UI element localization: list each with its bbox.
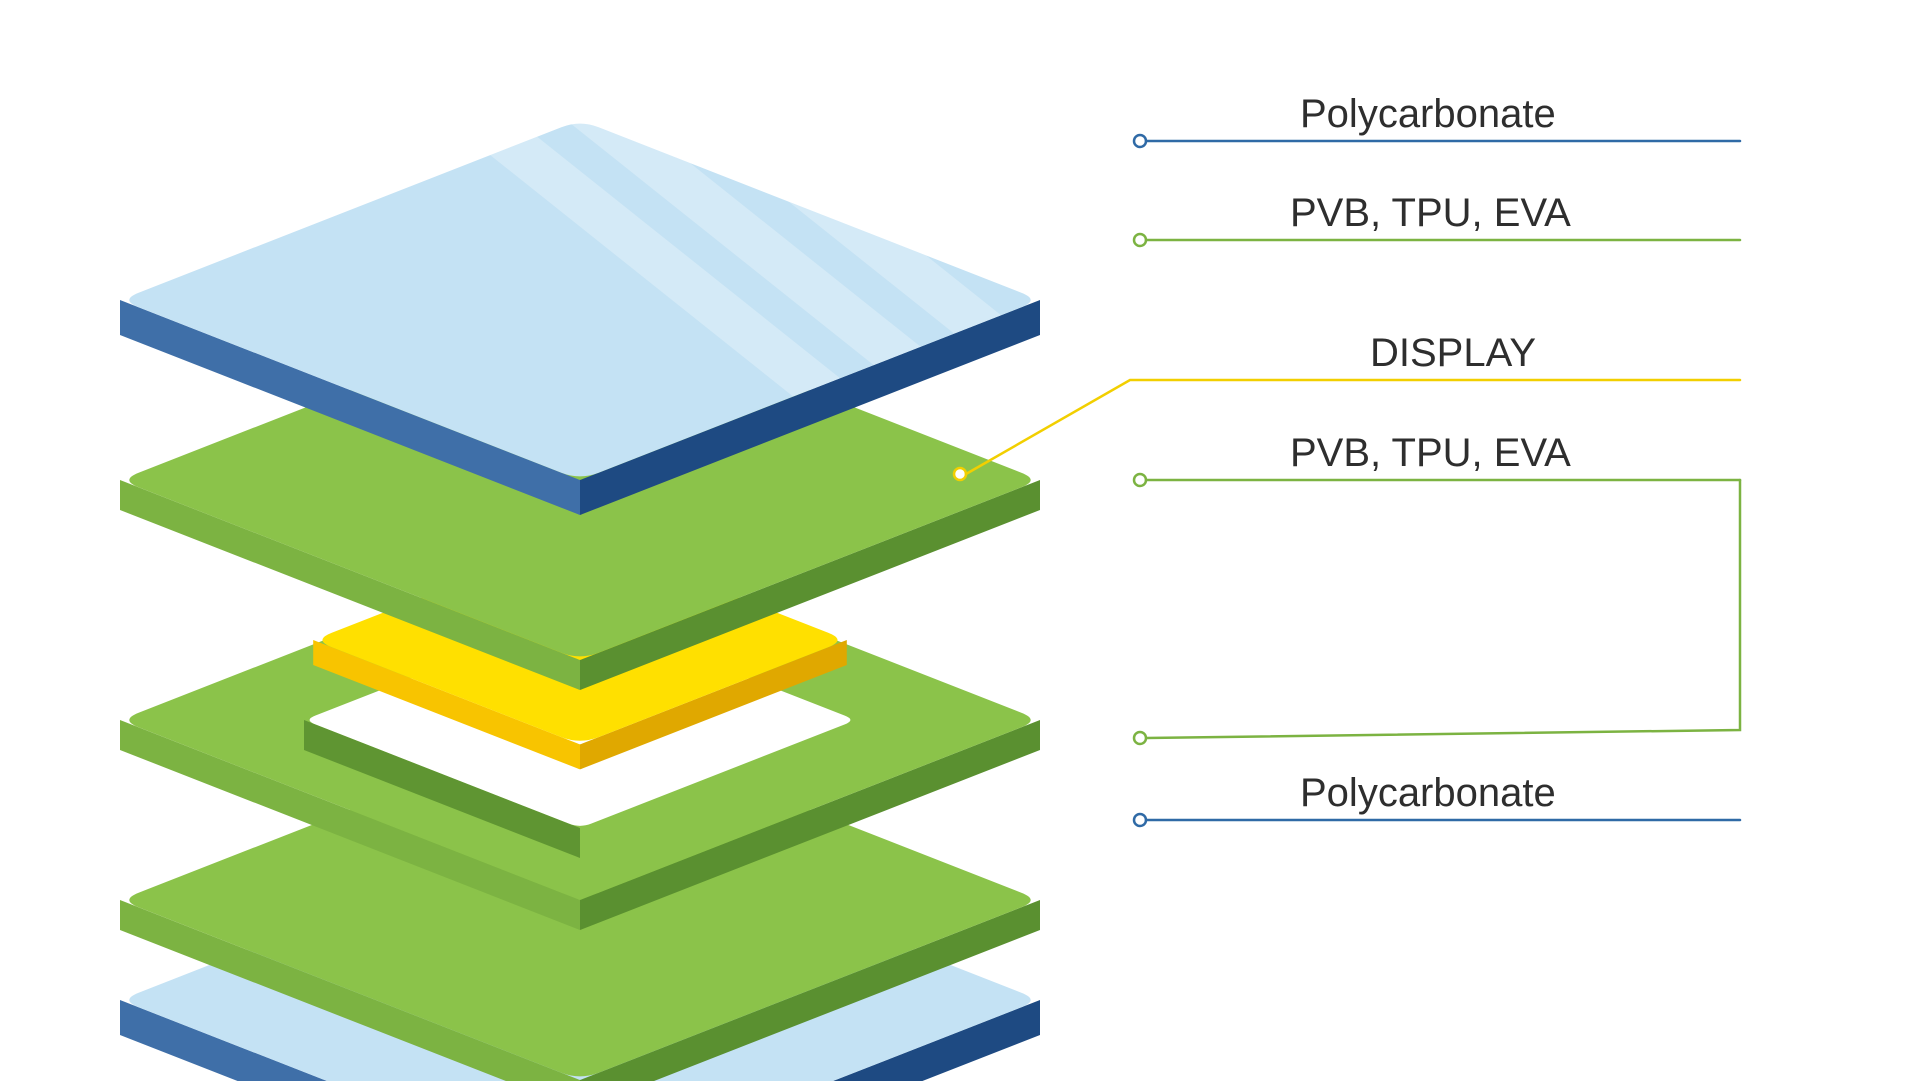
callout-pvb-top: PVB, TPU, EVA <box>1134 191 1740 246</box>
label-pvb-frame: PVB, TPU, EVA <box>1290 431 1571 475</box>
label-display: DISPLAY <box>1370 331 1536 375</box>
callout-pvb-bottom <box>1134 732 1146 744</box>
label-pvb-top: PVB, TPU, EVA <box>1290 191 1571 235</box>
label-top-polycarbonate: Polycarbonate <box>1300 92 1556 136</box>
label-bottom-polycarbonate: Polycarbonate <box>1300 771 1556 815</box>
callout-pvb-frame: PVB, TPU, EVA <box>1134 431 1740 738</box>
layer-diagram: Polycarbonate PVB, TPU, EVA DISPLAY PVB, TP… <box>0 0 1921 1081</box>
callout-top-polycarbonate: Polycarbonate <box>1134 92 1740 147</box>
callout-bottom-polycarbonate: Polycarbonate <box>1134 771 1740 826</box>
